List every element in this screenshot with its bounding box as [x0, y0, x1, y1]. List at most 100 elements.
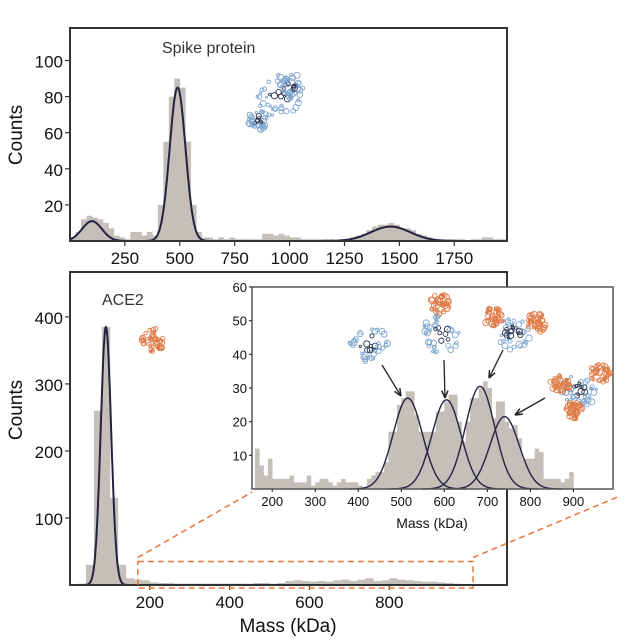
- pointer-arrow: [441, 359, 449, 399]
- ace2-structure-icon: [427, 292, 452, 317]
- histogram-bar: [263, 475, 269, 489]
- y-tick-label: 20: [44, 197, 63, 216]
- histogram-bar: [157, 582, 167, 585]
- histogram-bar: [86, 215, 93, 241]
- histogram-bar: [521, 458, 527, 489]
- histogram-bar: [404, 228, 411, 241]
- histogram-bar: [530, 458, 535, 489]
- plot-background: [70, 28, 507, 241]
- histogram-bar: [457, 421, 462, 489]
- histogram-bar: [317, 580, 326, 585]
- gaussian-fit-curve: [146, 86, 209, 242]
- zoom-connector-line: [472, 495, 621, 559]
- ace2-structure-icon: [482, 305, 505, 329]
- histogram-bar: [388, 431, 393, 489]
- histogram-bar: [413, 580, 422, 585]
- y-tick-label: 100: [35, 52, 63, 71]
- plot-frame: [69, 27, 508, 242]
- histogram-bar: [478, 388, 484, 489]
- spike-structure-icon: [347, 327, 391, 364]
- histogram-bar: [253, 582, 262, 585]
- histogram-bar: [357, 579, 366, 585]
- y-tick-label: 80: [44, 89, 63, 108]
- pointer-arrow: [488, 349, 504, 379]
- histogram-bar: [117, 564, 127, 585]
- histogram-bar: [373, 580, 382, 585]
- histogram-bar: [415, 233, 422, 241]
- x-tick-label: 250: [111, 249, 139, 268]
- histogram-bar: [481, 237, 488, 241]
- x-tick-label: 800: [375, 593, 403, 612]
- ace2-structure-icon: [139, 326, 166, 354]
- histogram-bar: [452, 394, 458, 489]
- spike-histogram-panel: 250 500 750 1000 1250 1500 1750 20 40 60 80 100: [35, 27, 508, 268]
- histogram-bar: [465, 421, 471, 489]
- histogram-bar: [97, 219, 104, 241]
- histogram-bar: [405, 580, 414, 585]
- gaussian-fit-curve: [421, 385, 538, 490]
- histogram-bar: [560, 482, 566, 489]
- histogram-bar: [130, 231, 137, 241]
- histogram-bar: [207, 237, 214, 241]
- histogram-bar: [517, 438, 523, 489]
- bottom-x-axis-label: Mass (kDa): [239, 616, 336, 637]
- histogram-bar: [119, 237, 126, 241]
- histogram-bar: [371, 226, 378, 241]
- histogram-bar: [377, 224, 384, 241]
- histogram-bar: [483, 381, 488, 489]
- histogram-bar: [109, 497, 119, 585]
- x-tick-label: 700: [477, 494, 499, 509]
- histogram-bar: [302, 482, 307, 489]
- ace2-structure-icon: [563, 399, 585, 422]
- histogram-bar: [101, 326, 111, 585]
- histogram-bar: [551, 478, 557, 489]
- spike-structure-icon: [421, 310, 461, 355]
- histogram-bar: [448, 394, 454, 489]
- histogram-bar: [70, 237, 76, 241]
- histogram-bar: [141, 580, 151, 585]
- protein-structures: [139, 71, 614, 422]
- histogram-bar: [409, 391, 415, 489]
- y-tick-label: 60: [44, 125, 63, 144]
- histogram-bar: [504, 421, 510, 489]
- histogram-bar: [353, 482, 359, 489]
- histogram-bar: [358, 485, 363, 489]
- histogram-bar: [319, 478, 325, 489]
- x-tick-label: 300: [304, 494, 326, 509]
- pointer-arrow: [514, 397, 546, 416]
- histogram-bar: [108, 228, 115, 241]
- histogram-bar: [379, 472, 385, 489]
- histogram-bar: [75, 231, 82, 241]
- histogram-bar: [384, 462, 389, 489]
- histogram-bar: [259, 465, 264, 489]
- histogram-bar: [547, 478, 553, 489]
- x-tick-label: 200: [261, 494, 283, 509]
- histogram-bar: [102, 222, 109, 241]
- x-tick-label: 1750: [435, 249, 473, 268]
- histogram-bar: [284, 235, 290, 241]
- gaussian-fit-curve: [349, 397, 466, 490]
- histogram-bar: [491, 418, 497, 489]
- spike-structure-icon: [276, 71, 306, 101]
- histogram-bar: [569, 472, 574, 489]
- histogram-bar: [218, 237, 225, 241]
- histogram-bar: [146, 231, 153, 241]
- histogram-bar: [399, 228, 406, 241]
- histogram-bar: [125, 578, 135, 585]
- histogram-bar: [309, 581, 318, 585]
- histogram-bar: [273, 235, 279, 241]
- x-tick-label: 200: [136, 593, 164, 612]
- histogram-bar: [85, 564, 95, 585]
- x-tick-label: 600: [433, 494, 455, 509]
- histogram-bar: [397, 579, 406, 585]
- spike-structure-icon: [245, 109, 269, 133]
- ace2-structure-icon: [547, 373, 573, 394]
- histogram-bar: [418, 431, 424, 489]
- histogram-bar: [298, 482, 303, 489]
- pointer-arrow: [381, 364, 402, 397]
- histogram-bar: [397, 404, 402, 489]
- histogram-bar: [91, 217, 98, 241]
- spike-annotation: Spike protein: [162, 40, 255, 57]
- x-tick-label: 1500: [380, 249, 418, 268]
